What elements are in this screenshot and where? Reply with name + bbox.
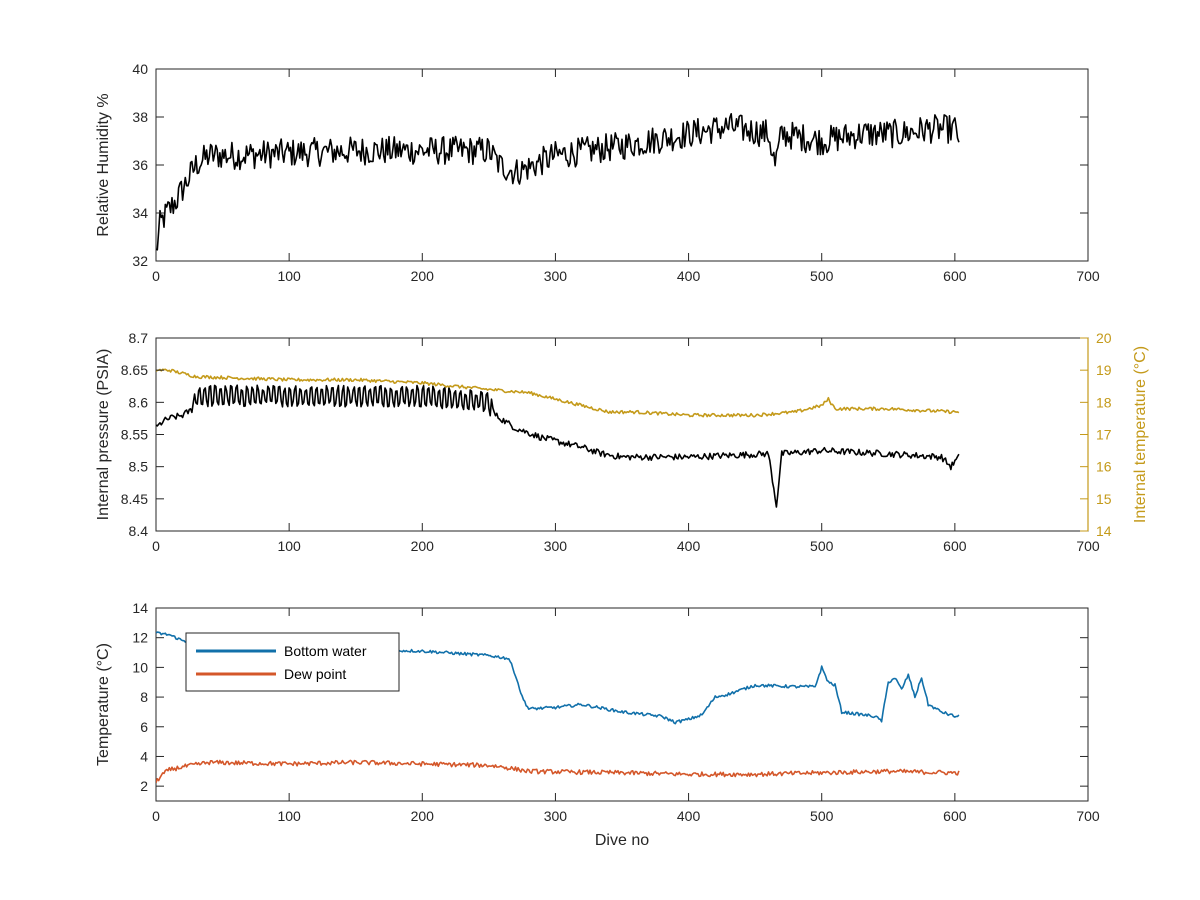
y-tick-label: 38 <box>132 109 148 125</box>
y-tick-label: 34 <box>132 205 148 221</box>
x-tick-label: 700 <box>1076 808 1100 824</box>
y-tick-label: 32 <box>132 253 148 269</box>
x-tick-label: 700 <box>1076 268 1100 284</box>
y-tick-label: 10 <box>132 659 148 675</box>
series-line-2 <box>156 368 960 418</box>
chart-panel-2: 0 100 200 300 400 500 600 700 8.4 8.45 8.5 8.55 8.6 8… <box>95 330 1149 554</box>
x-tick-label: 400 <box>677 538 701 554</box>
y-axis-label-right: Internal temperature (°C) <box>1132 346 1149 523</box>
y-tick-label: 2 <box>140 778 148 794</box>
y-tick-label: 8.65 <box>121 362 148 378</box>
series-line-2 <box>156 759 960 784</box>
y-tick-label-right: 19 <box>1096 362 1112 378</box>
x-tick-label: 600 <box>943 808 967 824</box>
y-tick-label-right: 17 <box>1096 427 1112 443</box>
x-tick-label: 600 <box>943 268 967 284</box>
x-tick-label: 0 <box>152 538 160 554</box>
y-axis-label: Internal pressure (PSIA) <box>95 349 112 521</box>
x-tick-label: 700 <box>1076 538 1100 554</box>
x-tick-label: 100 <box>277 268 301 284</box>
legend-entry-1: Bottom water <box>284 643 367 659</box>
y-tick-label-right: 18 <box>1096 394 1112 410</box>
x-tick-label: 400 <box>677 268 701 284</box>
x-tick-label: 500 <box>810 268 834 284</box>
y-tick-label: 4 <box>140 748 148 764</box>
x-tick-label: 100 <box>277 538 301 554</box>
y-tick-label: 8.5 <box>129 459 149 475</box>
y-tick-label: 6 <box>140 719 148 735</box>
y-tick-label: 40 <box>132 61 148 77</box>
x-tick-label: 300 <box>544 538 568 554</box>
x-tick-label: 600 <box>943 538 967 554</box>
plot-area <box>155 337 1089 532</box>
y-tick-label: 8 <box>140 689 148 705</box>
y-tick-label: 12 <box>132 630 148 646</box>
y-tick-label-right: 14 <box>1096 523 1112 539</box>
legend: Bottom water Dew point <box>185 632 400 692</box>
x-tick-label: 0 <box>152 268 160 284</box>
x-tick-label: 300 <box>544 808 568 824</box>
legend-entry-2: Dew point <box>284 666 346 682</box>
y-tick-label: 8.4 <box>129 523 149 539</box>
figure-panels: 0 100 200 300 400 500 600 7003234363840Relative… <box>95 61 1149 849</box>
y-tick-label: 8.45 <box>121 491 148 507</box>
x-axis-label: Dive no <box>595 832 649 849</box>
y-tick-label: 8.6 <box>129 394 149 410</box>
x-tick-label: 200 <box>411 268 435 284</box>
y-tick-label: 8.7 <box>129 330 149 346</box>
y-tick-label: 14 <box>132 600 148 616</box>
plot-area <box>155 68 1089 262</box>
chart-panel-1: 0 100 200 300 400 500 600 700 32 34 36 38 40 Relative… <box>95 61 1100 284</box>
y-tick-label: 36 <box>132 157 148 173</box>
y-tick-label-right: 15 <box>1096 491 1112 507</box>
x-tick-label: 100 <box>277 808 301 824</box>
x-tick-label: 300 <box>544 268 568 284</box>
x-tick-label: 0 <box>152 808 160 824</box>
y-tick-label-right: 16 <box>1096 459 1112 475</box>
x-tick-label: 500 <box>810 808 834 824</box>
chart-panel-3: 0 100 200 300 400 500 600 700 2 4 6 8 10 12 14 Temperat… <box>95 600 1100 849</box>
x-tick-label: 200 <box>411 808 435 824</box>
y-tick-label-right: 20 <box>1096 330 1112 346</box>
series-group <box>156 113 960 251</box>
x-tick-label: 500 <box>810 538 834 554</box>
x-tick-label: 200 <box>411 538 435 554</box>
y-tick-label: 8.55 <box>121 427 148 443</box>
legend-box <box>185 632 400 692</box>
series-line-1 <box>156 113 960 251</box>
x-tick-label: 400 <box>677 808 701 824</box>
y-axis-label: Temperature (°C) <box>95 643 112 766</box>
series-line-1 <box>156 384 960 508</box>
y-axis-label: Relative Humidity % <box>95 93 112 236</box>
series-group <box>156 368 960 508</box>
